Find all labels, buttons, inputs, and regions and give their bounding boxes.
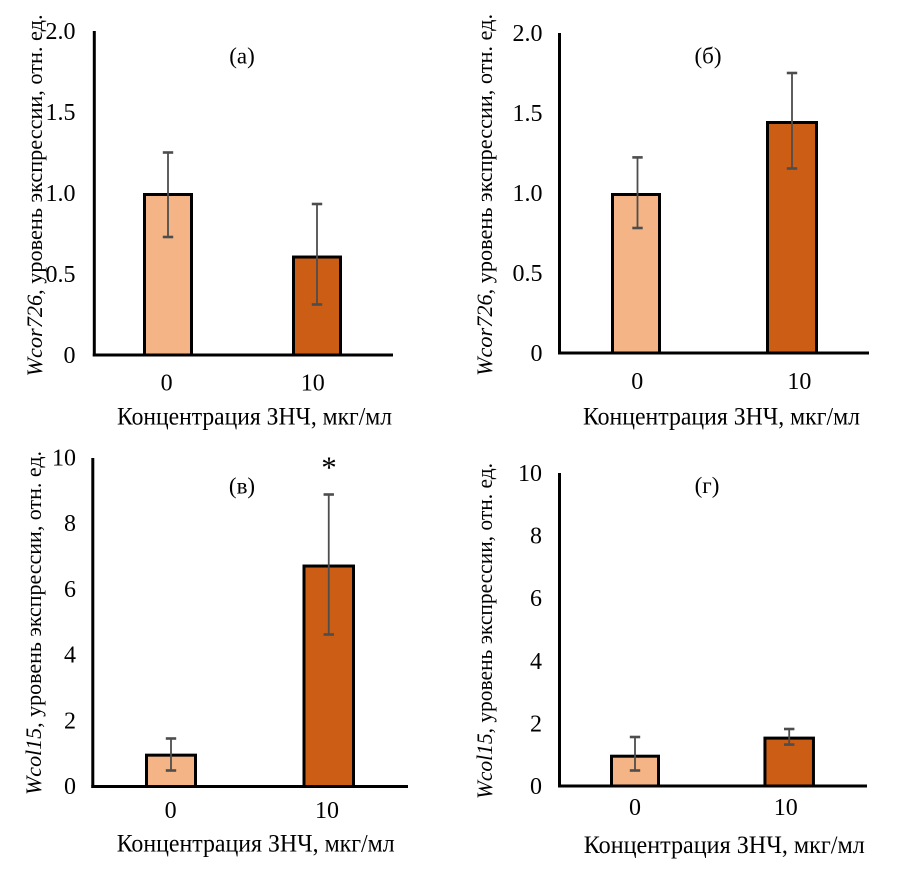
svg-text:Концентрация ЗНЧ, мкг/мл: Концентрация ЗНЧ, мкг/мл bbox=[117, 831, 395, 858]
svg-text:Концентрация ЗНЧ, мкг/мл: Концентрация ЗНЧ, мкг/мл bbox=[117, 404, 392, 431]
svg-text:4: 4 bbox=[64, 643, 76, 669]
svg-text:0: 0 bbox=[530, 774, 542, 800]
svg-text:Wcol15, уровень экспрессии, от: Wcol15, уровень экспрессии, отн. ед. bbox=[21, 451, 46, 795]
svg-text:Wcor726, уровень экспрессии, о: Wcor726, уровень экспрессии, отн. ед. bbox=[22, 15, 47, 377]
svg-text:1.5: 1.5 bbox=[46, 100, 76, 126]
svg-text:1.5: 1.5 bbox=[513, 101, 543, 127]
svg-text:0.5: 0.5 bbox=[46, 262, 76, 288]
svg-text:0: 0 bbox=[64, 343, 76, 369]
svg-text:0: 0 bbox=[161, 371, 173, 397]
svg-text:0: 0 bbox=[165, 798, 177, 824]
svg-text:0.5: 0.5 bbox=[513, 261, 543, 287]
svg-text:10: 10 bbox=[518, 461, 542, 487]
svg-text:10: 10 bbox=[315, 798, 339, 824]
svg-text:8: 8 bbox=[530, 524, 542, 550]
svg-text:*: * bbox=[321, 449, 337, 484]
svg-text:2.0: 2.0 bbox=[46, 19, 76, 45]
svg-text:10: 10 bbox=[52, 446, 76, 472]
svg-text:(б): (б) bbox=[694, 44, 721, 69]
svg-text:2: 2 bbox=[64, 708, 76, 734]
svg-text:0: 0 bbox=[629, 795, 641, 821]
svg-text:Концентрация ЗНЧ, мкг/мл: Концентрация ЗНЧ, мкг/мл bbox=[583, 404, 860, 431]
svg-text:Wcol15, уровень экспрессии, от: Wcol15, уровень экспрессии, отн. ед. bbox=[472, 463, 497, 799]
svg-text:1.0: 1.0 bbox=[46, 181, 76, 207]
svg-text:2: 2 bbox=[530, 711, 542, 737]
svg-text:0: 0 bbox=[531, 341, 543, 367]
svg-text:(а): (а) bbox=[229, 44, 255, 69]
svg-text:0: 0 bbox=[64, 774, 76, 800]
svg-text:2.0: 2.0 bbox=[513, 21, 543, 47]
svg-text:8: 8 bbox=[64, 511, 76, 537]
svg-text:0: 0 bbox=[631, 369, 643, 395]
svg-text:Концентрация ЗНЧ, мкг/мл: Концентрация ЗНЧ, мкг/мл bbox=[584, 832, 865, 859]
svg-text:4: 4 bbox=[530, 649, 542, 675]
svg-text:10: 10 bbox=[301, 371, 325, 397]
svg-text:10: 10 bbox=[774, 795, 798, 821]
svg-text:10: 10 bbox=[787, 369, 811, 395]
svg-text:6: 6 bbox=[530, 586, 542, 612]
svg-text:1.0: 1.0 bbox=[513, 181, 543, 207]
svg-text:6: 6 bbox=[64, 577, 76, 603]
svg-text:Wcor726, уровень экспрессии, о: Wcor726, уровень экспрессии, отн. ед. bbox=[472, 14, 497, 376]
svg-text:(г): (г) bbox=[695, 473, 720, 498]
svg-text:(в): (в) bbox=[229, 474, 255, 499]
